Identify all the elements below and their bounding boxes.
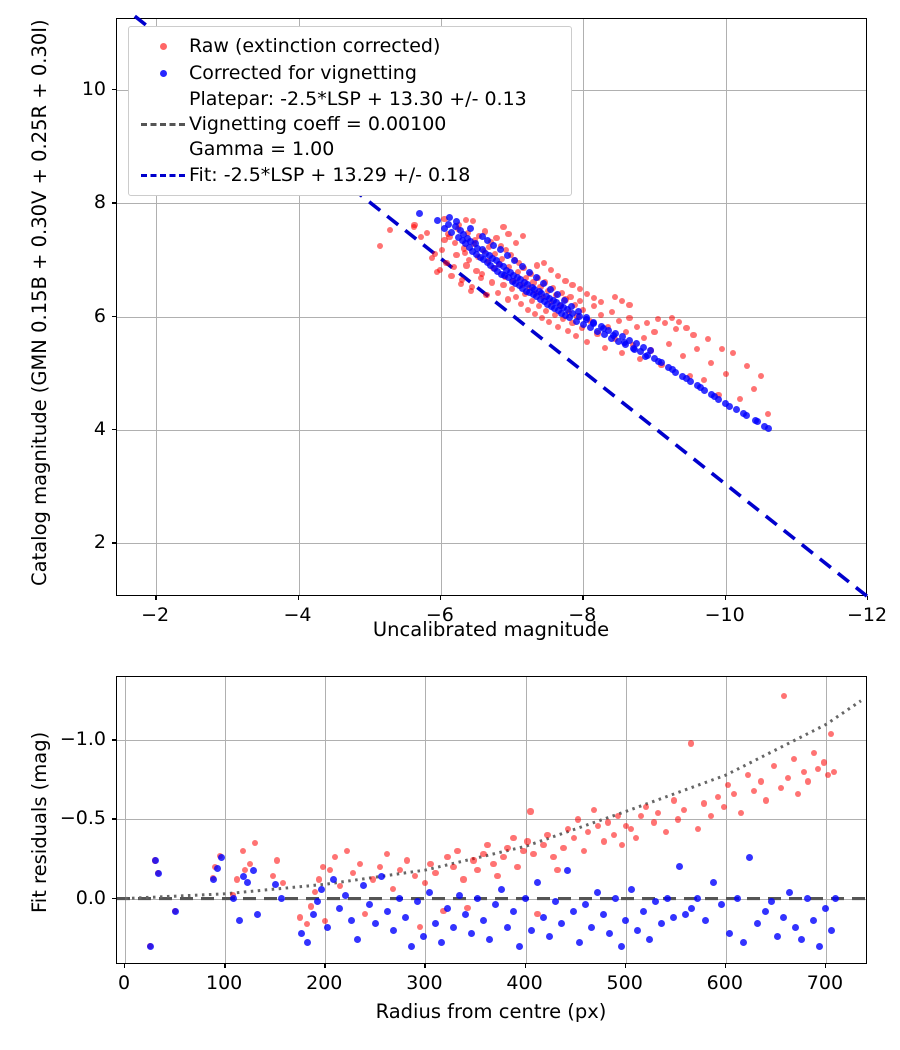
tick-mark-x: [824, 964, 827, 968]
grid-line-horizontal: [117, 819, 866, 821]
tick-label-x: 0: [117, 972, 131, 994]
legend-label-platepar: Platepar: -2.5*LSP + 13.30 +/- 0.13 Vign…: [189, 88, 527, 160]
legend-key-fit: [137, 174, 189, 177]
legend-label-raw: Raw (extinction corrected): [189, 35, 441, 57]
tick-mark-x: [155, 596, 157, 600]
photometric-calibration-plot: Raw (extinction corrected) Corrected for…: [116, 14, 870, 599]
vignetting-model-curve: [124, 699, 862, 901]
tick-mark-y: [112, 88, 116, 91]
fit-line-layer: [133, 14, 870, 599]
grid-line-vertical: [156, 19, 158, 595]
legend-box: Raw (extinction corrected) Corrected for…: [128, 26, 572, 196]
tick-label-y: 6: [93, 304, 106, 327]
red-dot-icon: [159, 43, 167, 50]
tick-mark-x: [124, 964, 126, 968]
grid-line-horizontal: [117, 740, 866, 742]
tick-label-y: 0.0: [75, 886, 106, 909]
tick-label-y: −0.5: [59, 807, 106, 830]
tick-mark-x: [224, 964, 226, 968]
tick-mark-x: [439, 596, 442, 600]
tick-mark-y: [112, 202, 116, 204]
legend-entry-raw: Raw (extinction corrected): [137, 33, 561, 60]
legend-entry-fit: Fit: -2.5*LSP + 13.29 +/- 0.18: [137, 162, 561, 189]
tick-mark-y: [112, 818, 116, 820]
tick-label-x: −6: [425, 604, 454, 626]
grid-line-horizontal: [117, 203, 866, 205]
tick-mark-y: [112, 542, 116, 544]
residual-model-lines: [117, 699, 868, 901]
x-axis-label-top: Uncalibrated magnitude: [372, 618, 610, 641]
y-axis-label-bottom: Fit residuals (mag): [28, 731, 51, 913]
fit-residuals-plot: [116, 676, 868, 964]
x-axis-label-bottom: Radius from centre (px): [375, 1000, 607, 1023]
tick-label-x: 600: [706, 972, 743, 994]
tick-mark-y: [112, 897, 116, 899]
tick-mark-y: [112, 739, 116, 741]
legend-entry-platepar: Platepar: -2.5*LSP + 13.30 +/- 0.13 Vign…: [137, 87, 561, 162]
grid-line-vertical: [725, 19, 727, 595]
blue-dashed-line-icon: [141, 174, 185, 177]
tick-mark-y: [112, 428, 116, 431]
tick-mark-x: [624, 964, 627, 968]
tick-mark-x: [297, 596, 299, 600]
tick-label-x: −2: [141, 604, 170, 626]
tick-label-y: 4: [93, 417, 106, 440]
tick-label-x: −12: [846, 604, 888, 626]
legend-key-raw: [137, 43, 189, 50]
tick-label-y: 2: [93, 531, 106, 554]
tick-mark-x: [867, 596, 869, 600]
grid-line-horizontal: [117, 898, 866, 900]
tick-label-x: −8: [568, 604, 597, 626]
tick-mark-x: [582, 596, 584, 600]
tick-mark-x: [324, 964, 326, 968]
tick-label-y: −1.0: [59, 728, 106, 751]
tick-label-x: 300: [406, 972, 443, 994]
grid-line-vertical: [440, 19, 442, 595]
tick-label-y: 10: [81, 77, 106, 100]
legend-label-fit: Fit: -2.5*LSP + 13.29 +/- 0.18: [189, 164, 471, 186]
tick-mark-y: [112, 315, 116, 317]
tick-label-x: −4: [283, 604, 312, 626]
legend-entry-corrected: Corrected for vignetting: [137, 60, 561, 87]
grid-line-horizontal: [117, 429, 866, 431]
legend-key-corrected: [137, 70, 189, 77]
grid-line-horizontal: [117, 316, 866, 318]
fit-line: [133, 14, 870, 599]
gray-dashed-line-icon: [141, 123, 185, 126]
tick-mark-x: [724, 964, 727, 968]
tick-label-x: 200: [306, 972, 343, 994]
tick-label-y: 8: [93, 191, 106, 214]
tick-label-x: 700: [806, 972, 844, 994]
tick-mark-x: [724, 596, 727, 600]
tick-label-x: 400: [506, 972, 543, 994]
legend-label-corrected: Corrected for vignetting: [189, 62, 417, 84]
grid-line-horizontal: [117, 543, 866, 545]
tick-label-x: 100: [206, 972, 243, 994]
legend-key-platepar: [137, 123, 189, 126]
y-axis-label-top: Catalog magnitude (GMN 0.15B + 0.30V + 0…: [28, 19, 51, 586]
blue-dot-icon: [159, 70, 167, 77]
tick-label-x: −10: [704, 604, 745, 626]
tick-label-x: 500: [606, 972, 643, 994]
grid-line-vertical: [298, 19, 300, 595]
tick-mark-x: [524, 964, 526, 968]
tick-mark-x: [424, 964, 426, 968]
